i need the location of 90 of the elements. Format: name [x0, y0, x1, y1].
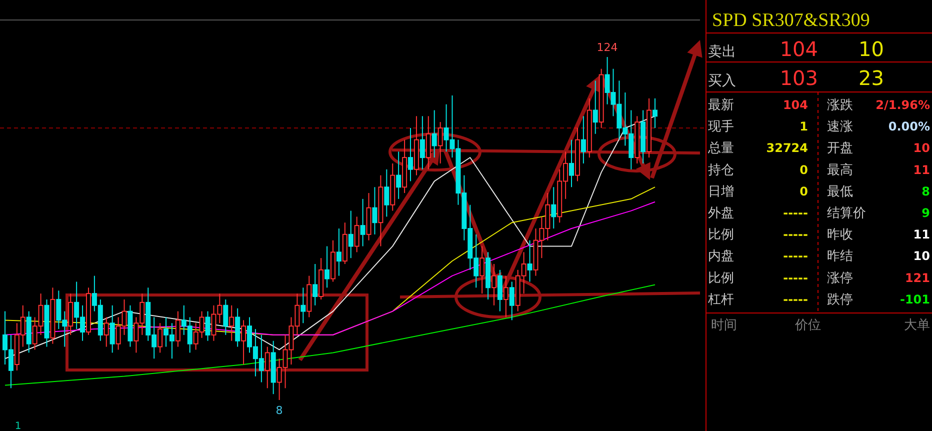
text: ----- — [783, 249, 808, 264]
candlestick — [396, 151, 402, 200]
candlestick — [592, 80, 598, 134]
text: 涨跌 — [827, 98, 853, 113]
text: 买入 — [708, 73, 736, 89]
text: 10 — [858, 37, 884, 61]
text: 昨收 — [827, 228, 853, 243]
text: 持仓 — [708, 162, 734, 178]
text: 23 — [858, 66, 884, 90]
candlestick — [354, 216, 360, 253]
candlestick — [175, 310, 180, 348]
text: 1 — [800, 120, 808, 134]
text: ----- — [783, 228, 808, 242]
text: 104 — [780, 37, 818, 61]
text: 总量 — [707, 141, 734, 156]
text: 8 — [922, 184, 930, 198]
text: 速涨 — [827, 120, 853, 135]
candlestick — [480, 246, 485, 294]
annotation: 124 — [596, 41, 618, 54]
text: 10 — [913, 141, 930, 156]
text: 2/1.96% — [876, 98, 930, 112]
text: 最高 — [827, 162, 853, 178]
candlestick — [324, 246, 330, 288]
candlestick — [312, 263, 318, 306]
text: 外盘 — [708, 206, 734, 221]
candlestick — [652, 98, 658, 128]
candlestick — [158, 322, 163, 354]
text: 103 — [780, 66, 818, 90]
candlestick — [110, 304, 115, 354]
text: 最新 — [708, 98, 734, 113]
text: 涨停 — [827, 270, 853, 286]
text: 121 — [904, 270, 930, 285]
text: 比例 — [708, 270, 734, 286]
text: 104 — [782, 98, 808, 112]
text: 0.00% — [888, 120, 930, 134]
candlestick — [68, 293, 74, 336]
candlestick — [569, 139, 574, 188]
candlestick — [205, 310, 210, 342]
candlestick — [348, 210, 354, 259]
candlestick — [426, 116, 431, 170]
candlestick — [223, 298, 228, 336]
candlestick — [372, 186, 378, 235]
candlestick — [527, 240, 532, 282]
text: 最低 — [827, 184, 853, 200]
text: 价位 — [794, 318, 821, 333]
text: 0 — [800, 184, 808, 198]
text: 昨结 — [827, 249, 853, 264]
candlestick — [300, 287, 306, 324]
text: 大单 — [904, 318, 930, 333]
candlestick — [360, 198, 366, 247]
candlestick — [491, 263, 496, 306]
candlestick — [408, 127, 414, 182]
text: 杠杆 — [707, 292, 734, 308]
text: SPD SR307&SR309 — [712, 10, 870, 31]
text: 结算价 — [827, 206, 866, 221]
candlestick — [104, 316, 109, 348]
text: 现手 — [708, 120, 734, 135]
text: 9 — [922, 206, 930, 220]
candlestick — [384, 168, 390, 218]
text: -101 — [900, 292, 930, 306]
candlestick — [503, 275, 508, 318]
text: 开盘 — [827, 141, 853, 156]
text: 日增 — [708, 184, 734, 200]
candlestick — [580, 116, 586, 164]
text: 32724 — [766, 141, 808, 156]
text: 跌停 — [827, 292, 853, 308]
candlestick — [229, 304, 234, 342]
text: 0 — [800, 162, 808, 177]
candlestick — [551, 186, 556, 229]
text: 卖出 — [708, 44, 736, 60]
text: ----- — [783, 292, 808, 306]
candlestick — [509, 281, 514, 321]
text: 1 — [14, 421, 22, 431]
candlestick — [420, 116, 425, 170]
text: 10 — [913, 249, 930, 264]
text: ----- — [783, 270, 808, 285]
candlestick — [235, 308, 240, 348]
candlestick — [336, 228, 342, 276]
annotation: 8 — [276, 404, 283, 417]
candlestick — [438, 122, 443, 164]
text: 11 — [913, 228, 930, 242]
text: 时间 — [711, 318, 737, 333]
text: ----- — [783, 206, 808, 220]
text: 11 — [913, 162, 930, 177]
candlestick — [241, 320, 246, 366]
candlestick — [432, 110, 437, 158]
text: 比例 — [708, 228, 734, 243]
candlestick — [497, 269, 502, 312]
candlestick — [264, 346, 270, 389]
text: 内盘 — [708, 249, 734, 264]
